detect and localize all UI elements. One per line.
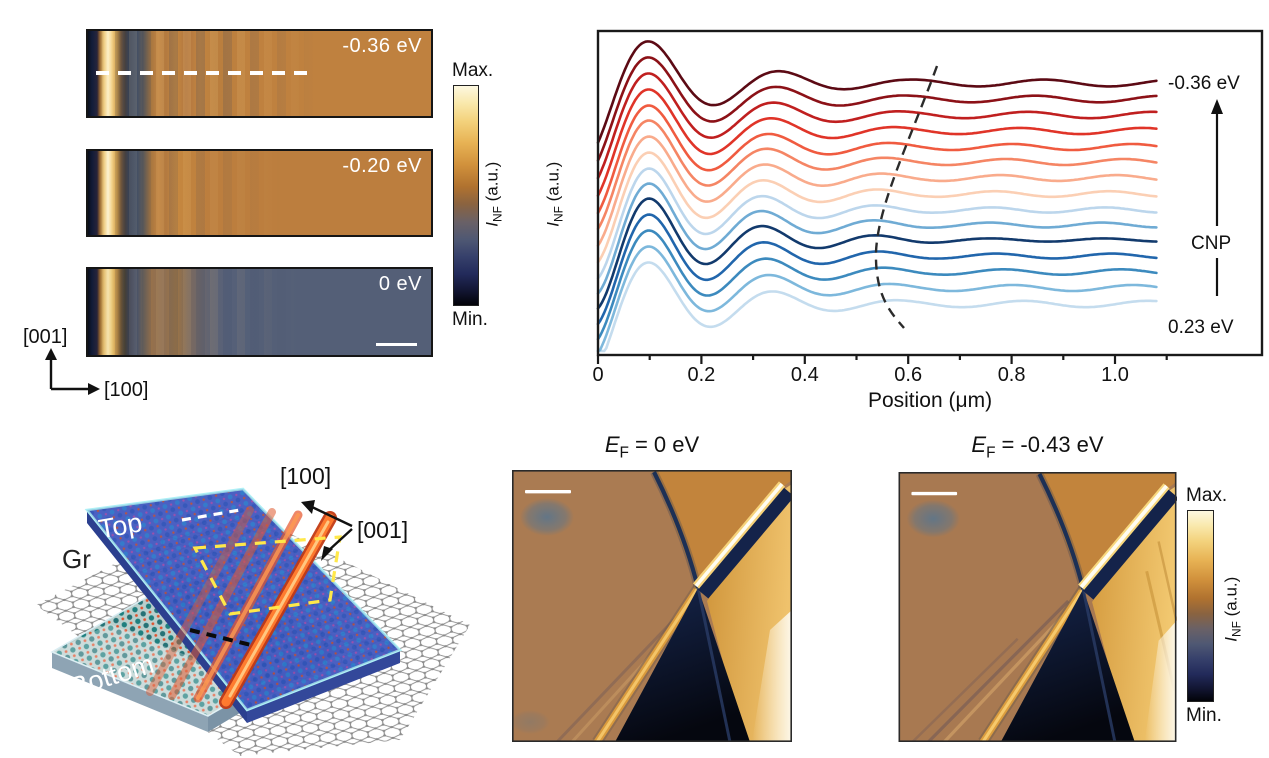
soliton-upper-white-core [694,482,784,588]
plot-y-axis-label: INF (a.u.) [543,161,566,227]
nf-strip-image-1: -0.36 eV [86,29,433,118]
nf-strip-image-2: -0.20 eV [86,149,433,237]
black-dashed-cut [189,628,256,648]
colorbar-gradient [1187,510,1214,702]
profile-curve [596,104,1158,215]
blue-blob [906,499,961,538]
faint-blue-blob [512,710,550,734]
annotation-cnp: CNP [1191,233,1231,254]
dark-triangle-region [1000,589,1135,742]
thin-wall-line [1037,473,1086,590]
profile-curves-group [596,40,1158,353]
strip-energy-label: 0 eV [378,273,422,295]
crystal-axes-icon: [001] [100] [23,326,148,401]
soliton-line-lower-core [595,587,700,742]
direction-100-label: [100] [280,463,331,489]
direction-arrows [311,505,353,552]
arrow-right-head-icon [88,383,100,395]
x-tick-label: 0.4 [791,364,819,386]
linecut-dashed-line [96,71,308,75]
colorbar-right: Max. Min. [1186,485,1227,727]
thin-wall-line [652,471,701,589]
plot-frame [596,29,1264,357]
image-frame [898,472,1177,742]
arrow-100-head-icon [301,500,315,514]
strip-energy-label: -0.36 eV [342,35,422,57]
nf-strip-image-3: 0 eV [86,267,433,357]
nf-image-title-1: EF = -0.43 eV [971,432,1104,462]
profile-curve [596,245,1158,353]
profile-curve [596,88,1158,197]
profile-curve [596,40,1158,144]
heterostructure-schematic: Bottom Gr Top [100] [001] [36,463,470,756]
faint-fringe-line [911,637,1019,742]
colorbar-gradient [453,85,479,306]
faint-fringe-line [927,599,1070,742]
colorbar-right-axis-label: INF (a.u.) [1221,576,1244,642]
profile-curve [596,261,1158,353]
top-slab-label: Top [96,507,144,544]
arrow-up-head-icon [45,348,57,360]
axis-001-label: [001] [23,326,67,348]
profile-curve [596,167,1158,280]
scale-bar [525,490,571,494]
profile-curve [596,72,1158,180]
inner-dark-line [1081,588,1117,742]
moire-cell-dashed-outline [192,535,342,616]
x-tick-label: 0 [592,364,603,386]
inner-dark-line [696,587,732,742]
profile-curve [596,56,1158,162]
x-axis-title: Position (μm) [868,389,992,412]
profile-curve [596,151,1158,264]
colorbar-min-label: Min. [452,309,488,330]
soliton-line-lower-core [981,588,1085,742]
x-axis-ticks: 0 0.2 0.4 0.6 0.8 1.0 [592,355,1168,386]
nf-image-minus043ev [898,472,1177,742]
bright-right-edge [752,610,792,742]
soliton-upper-dark-band [697,487,792,599]
top-crystal-slab [84,487,403,723]
x-tick-label: 0.8 [998,364,1026,386]
graphene-label: Gr [62,544,91,574]
scale-bar [911,491,958,496]
peak-trace-dashed-guide [874,65,939,329]
colorbar-left: Max. Min. [452,60,493,331]
annotation-bottom-energy: 0.23 eV [1168,317,1234,338]
bright-right-edge [1144,620,1177,742]
direction-001-label: [001] [357,517,408,543]
dark-triangle-region [615,588,750,742]
nf-image-title-0: EF = 0 eV [604,432,700,462]
faint-fringe-line [943,603,1075,742]
profile-curve [596,135,1158,247]
profile-curve [596,119,1158,231]
soliton-upper-white-core [1079,484,1168,589]
colorbar-max-label: Max. [1186,485,1228,506]
linecut-profile-plot: 0 0.2 0.4 0.6 0.8 1.0 Position (μm) -0.36 eV … [592,29,1264,412]
blue-blob [520,498,574,536]
faint-fringe-line [555,603,690,742]
gold-texture-streak [1157,541,1177,622]
x-tick-label: 0.6 [894,364,922,386]
white-dashed-cut [181,508,241,522]
colorbar-min-label: Min. [1186,705,1222,726]
scale-bar [376,343,417,346]
image-frame [512,470,792,742]
strip-energy-label: -0.20 eV [342,155,422,177]
energy-arrow-head-icon [1211,99,1223,114]
colorbar-left-axis-label: INF (a.u.) [482,161,505,227]
soliton-upper-dark-band [1082,489,1177,600]
annotation-top-energy: -0.36 eV [1168,73,1240,94]
nf-image-0ev [512,470,792,742]
x-tick-label: 0.2 [687,364,715,386]
profile-curve [596,182,1158,295]
arrow-001-head-icon [321,546,333,561]
axis-100-label: [100] [104,379,148,401]
x-tick-label: 1.0 [1101,364,1129,386]
colorbar-max-label: Max. [452,60,494,81]
